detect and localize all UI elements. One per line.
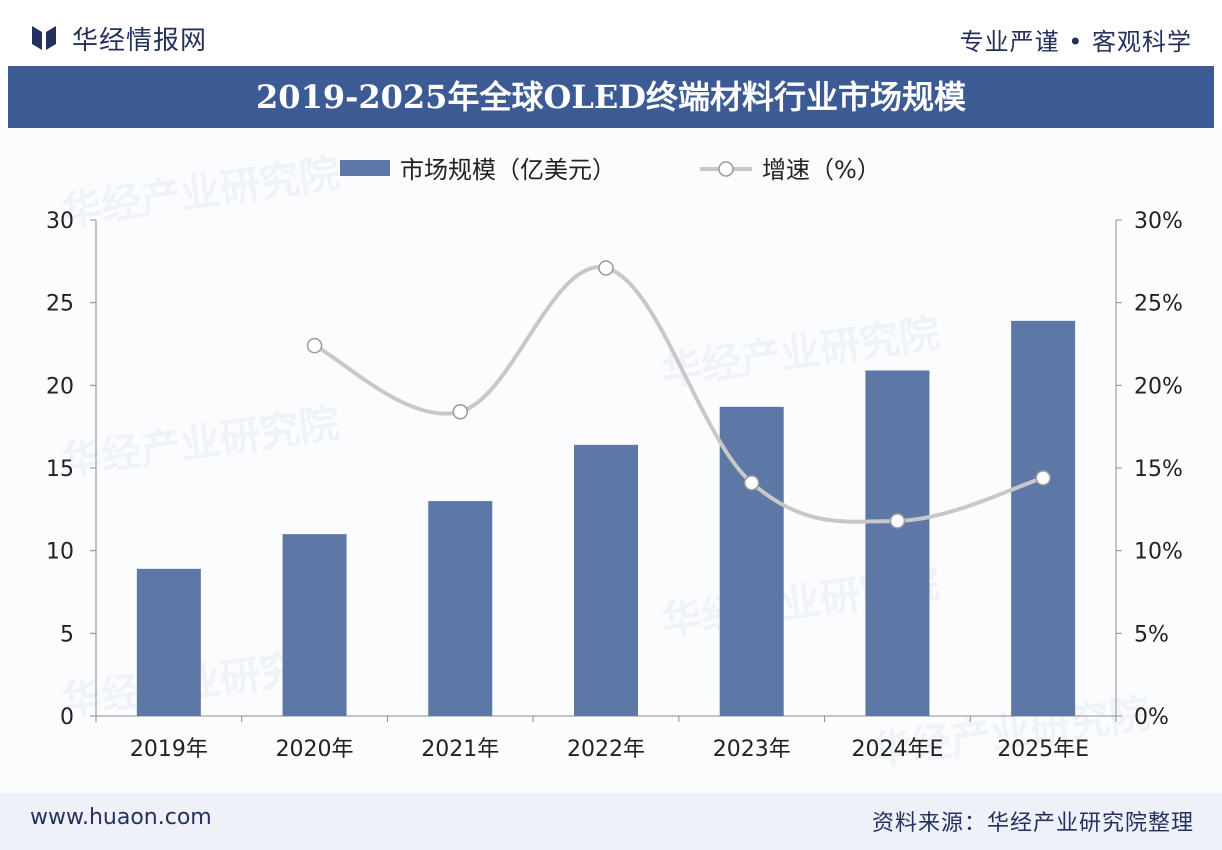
y-left-tick-label: 15	[46, 457, 74, 482]
legend-line-marker	[718, 161, 734, 177]
y-right-tick-label: 30%	[1134, 209, 1183, 234]
axes: 0 5 10 15 20 25 30 0% 5% 10% 15% 20% 25% 30% 2019年 2020…	[46, 209, 1183, 762]
y-right-tick-label: 25%	[1134, 292, 1183, 317]
y-left-tick-label: 0	[60, 705, 74, 730]
x-tick-label: 2020年	[276, 737, 354, 762]
y-right-tick-label: 5%	[1134, 622, 1169, 647]
y-right-tick-label: 0%	[1134, 705, 1169, 730]
x-tick-label: 2023年	[713, 737, 791, 762]
footer-url[interactable]: www.huaon.com	[30, 805, 212, 830]
bars	[136, 320, 1076, 716]
y-left-tick-label: 25	[46, 292, 74, 317]
growth-point	[743, 475, 760, 491]
y-left-tick-label: 30	[46, 209, 74, 234]
slogan: 专业严谨 • 客观科学	[959, 28, 1192, 56]
bar	[865, 370, 930, 716]
growth-line	[306, 260, 1051, 529]
y-right-tick-label: 15%	[1134, 457, 1183, 482]
legend-bar-swatch	[340, 160, 390, 176]
legend-bar-label: 市场规模（亿美元）	[400, 156, 616, 184]
x-tick-label: 2019年	[130, 737, 208, 762]
brand[interactable]: 华经情报网	[30, 20, 207, 56]
bar	[574, 444, 638, 716]
y-right-tick-label: 10%	[1134, 540, 1183, 565]
growth-point	[452, 404, 469, 420]
brand-name: 华经情报网	[72, 25, 208, 56]
growth-point	[889, 513, 906, 529]
growth-point	[306, 337, 323, 354]
footer-source: 资料来源：华经产业研究院整理	[871, 811, 1194, 836]
growth-line-path	[313, 265, 1044, 524]
x-tick-label: 2025年E	[997, 737, 1089, 762]
growth-point	[1035, 470, 1051, 486]
x-tick-label: 2022年	[567, 737, 645, 762]
x-tick-label: 2024年E	[851, 737, 943, 762]
bar	[282, 534, 347, 716]
bar	[428, 501, 493, 716]
y-left-tick-label: 5	[60, 622, 74, 647]
brand-logo-icon	[32, 26, 56, 50]
chart-title: 2019-2025年全球OLED终端材料行业市场规模	[256, 78, 966, 116]
x-tick-label: 2021年	[421, 737, 499, 762]
y-right-tick-label: 20%	[1134, 374, 1183, 399]
y-left-tick-label: 10	[46, 540, 74, 565]
chart-svg: 市场规模（亿美元） 增速（%） 0 5 10 15 20 25 30 0% 5% 10% 15% 20…	[46, 156, 1183, 762]
bar	[136, 568, 201, 716]
legend: 市场规模（亿美元） 增速（%）	[340, 156, 881, 184]
legend-line-label: 增速（%）	[762, 156, 881, 184]
top-bar: 华经情报网 专业严谨 • 客观科学	[0, 0, 1222, 66]
title-band: 2019-2025年全球OLED终端材料行业市场规模	[8, 66, 1214, 128]
bar	[1011, 320, 1076, 716]
y-left-tick-label: 20	[46, 374, 74, 399]
growth-point	[598, 260, 614, 276]
footer: www.huaon.com 资料来源：华经产业研究院整理	[0, 793, 1222, 850]
